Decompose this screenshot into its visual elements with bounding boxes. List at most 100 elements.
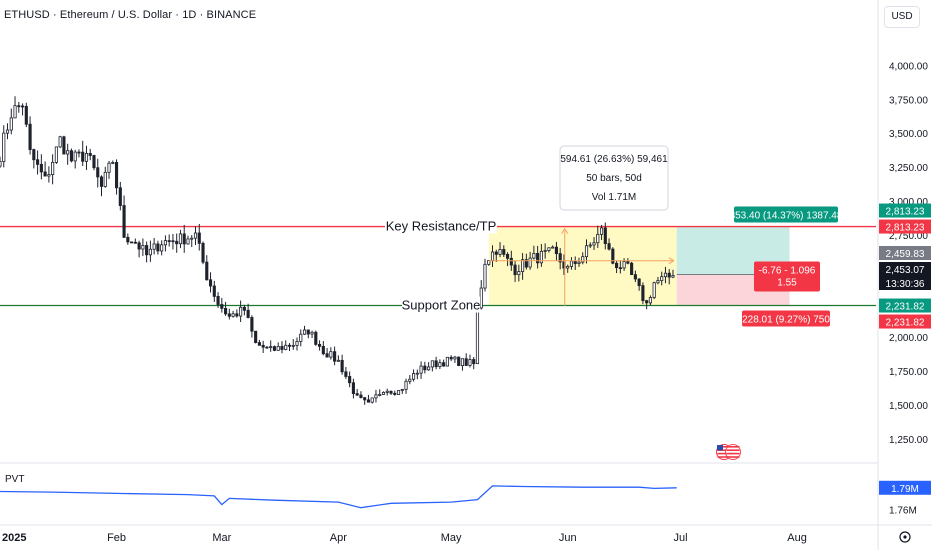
candle	[205, 255, 209, 281]
price-tick-label: 1,500.00	[889, 401, 928, 412]
price-tick-label: 3,750.00	[889, 95, 928, 106]
price-axis-label: 2,813.23	[886, 207, 925, 218]
candle-body-down	[359, 394, 363, 399]
candle-body-down	[344, 371, 348, 377]
candle-body-up	[415, 372, 419, 375]
resistance-label: Key Resistance/TP	[386, 219, 497, 234]
candle-body-up	[370, 397, 374, 403]
candle	[182, 224, 186, 253]
candle-body-up	[419, 365, 423, 374]
price-tick-label: 1,750.00	[889, 367, 928, 378]
candle-body-up	[483, 263, 487, 289]
candle-body-down	[122, 205, 126, 238]
candle-body-down	[242, 306, 246, 311]
candle	[257, 339, 261, 346]
candle-body-down	[212, 285, 216, 297]
candle	[318, 340, 322, 351]
candle-body-down	[667, 272, 671, 278]
candle	[415, 369, 419, 380]
candle	[551, 245, 555, 249]
target-label: 353.40 (14.37%) 1387.48	[730, 211, 843, 222]
candle-body-up	[73, 151, 77, 162]
candle	[58, 135, 62, 149]
currency-button[interactable]: USD	[884, 6, 920, 28]
candle-body-down	[434, 360, 438, 368]
candle-body-down	[167, 240, 171, 243]
candle	[254, 330, 258, 344]
candle	[472, 356, 476, 370]
candle-body-down	[197, 232, 201, 244]
measure-arrow-head	[668, 257, 675, 265]
candle-body-down	[216, 295, 220, 305]
candle	[498, 242, 502, 258]
candle	[208, 272, 213, 293]
candle	[607, 238, 611, 251]
candle-body-up	[284, 344, 288, 350]
candle	[513, 260, 517, 282]
candle-body-down	[558, 253, 562, 263]
candle	[370, 397, 374, 404]
flag-stripe	[726, 449, 740, 451]
chart-settings-icon[interactable]	[899, 531, 911, 543]
candle	[92, 154, 96, 171]
candle-body-down	[246, 309, 250, 318]
candle-body-down	[513, 264, 517, 276]
candle-body-up	[584, 245, 589, 258]
candle-body-down	[126, 236, 130, 243]
candle-body-down	[494, 251, 498, 255]
candle-body-up	[66, 150, 70, 155]
candle-body-up	[160, 244, 164, 252]
candle-body-up	[660, 276, 664, 281]
price-axis-label: 2,813.23	[886, 223, 925, 234]
price-axis-label-bg	[879, 314, 931, 329]
candle	[615, 260, 619, 274]
candle-body-up	[178, 233, 183, 245]
candle	[265, 346, 269, 349]
candle	[246, 303, 250, 319]
candle-body-down	[464, 358, 468, 366]
candle-body-up	[547, 247, 551, 251]
candle	[171, 234, 175, 250]
candle	[355, 388, 359, 397]
gear-icon	[899, 531, 911, 543]
candle	[663, 266, 668, 284]
candle-body-down	[363, 397, 367, 401]
stop-label: 228.01 (9.27%) 750	[742, 315, 830, 326]
candle	[148, 240, 152, 262]
candle	[36, 150, 40, 175]
candle	[276, 342, 280, 351]
candle	[479, 280, 483, 310]
candle	[107, 160, 111, 179]
candle-body-up	[430, 360, 434, 368]
flag-stripe	[717, 452, 731, 455]
candle	[660, 271, 664, 286]
candle	[611, 247, 615, 265]
candle-body-up	[588, 244, 592, 247]
candle	[464, 353, 468, 366]
flag-stripe	[726, 456, 740, 458]
pvt-tick-label: 1.76M	[889, 506, 917, 517]
candle-body-down	[626, 261, 630, 264]
candle	[366, 394, 371, 403]
candle-body-up	[656, 280, 660, 284]
candle	[227, 308, 231, 320]
candle-body-down	[201, 242, 205, 263]
candle-body-up	[47, 174, 51, 177]
target-label-bg	[734, 206, 838, 223]
candle	[532, 245, 536, 260]
time-tick-label: 2025	[2, 532, 26, 544]
candle-body-down	[318, 343, 322, 347]
candle	[302, 325, 307, 335]
candle-body-down	[502, 249, 506, 255]
us-flag-event-icon[interactable]	[716, 444, 741, 460]
candle-body-down	[287, 344, 292, 347]
candle	[163, 235, 167, 252]
pvt-line[interactable]	[0, 485, 677, 509]
candle-body-up	[190, 237, 194, 240]
candle-body-down	[333, 351, 337, 362]
candle	[566, 264, 570, 273]
candle	[381, 391, 386, 395]
candle-body-down	[637, 278, 641, 287]
